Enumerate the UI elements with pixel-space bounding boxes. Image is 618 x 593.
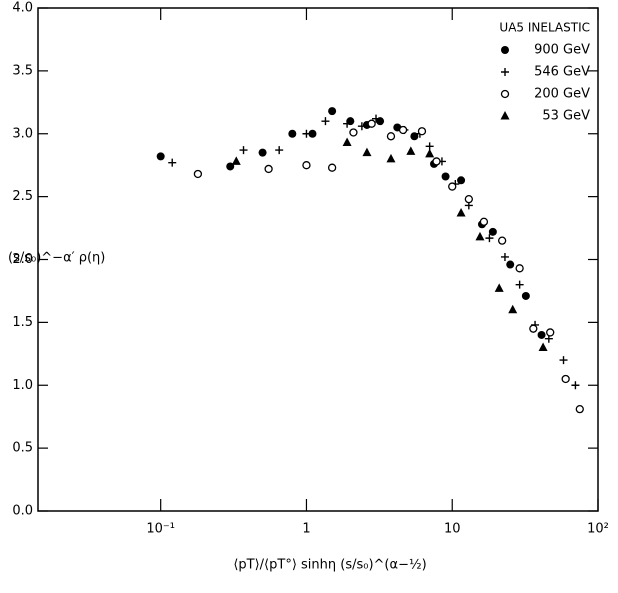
- y-tick-label: 2.0: [12, 252, 33, 267]
- marker: [425, 148, 435, 158]
- marker: [275, 146, 284, 155]
- x-tick-label: 10⁻¹: [146, 522, 175, 537]
- y-tick-label: 1.0: [12, 378, 33, 393]
- marker: [264, 164, 273, 174]
- marker: [575, 404, 584, 414]
- marker: [258, 148, 267, 157]
- marker: [168, 158, 177, 167]
- marker: [362, 147, 372, 157]
- x-axis-label: ⟨pT⟩/⟨pT°⟩ sinhη (s/s₀)^(α−½): [233, 558, 426, 573]
- marker: [321, 117, 330, 126]
- x-tick-label: 10: [444, 522, 461, 537]
- marker: [475, 231, 485, 241]
- legend-label: 900 GeV: [534, 43, 590, 58]
- marker: [193, 169, 203, 179]
- marker: [239, 146, 248, 155]
- legend-label: 200 GeV: [534, 87, 590, 102]
- marker: [398, 125, 408, 135]
- marker: [497, 236, 507, 245]
- marker: [156, 152, 165, 161]
- marker: [457, 176, 466, 185]
- y-axis-label: (s/s₀)^−α′ ρ(η): [8, 251, 105, 266]
- marker: [308, 129, 317, 138]
- marker: [327, 163, 337, 172]
- marker: [529, 324, 538, 333]
- marker: [500, 252, 509, 261]
- plot-frame: [37, 7, 599, 512]
- marker: [546, 328, 555, 337]
- marker: [417, 127, 427, 136]
- marker: [501, 68, 509, 76]
- marker: [342, 137, 352, 147]
- marker: [494, 283, 504, 292]
- legend-title: UA5 INELASTIC: [499, 21, 590, 35]
- x-tick-label: 10²: [587, 522, 609, 537]
- marker: [328, 107, 337, 116]
- marker: [406, 146, 416, 155]
- legend-label: 546 GeV: [534, 65, 590, 80]
- marker: [343, 119, 352, 128]
- y-tick-label: 3.5: [12, 63, 33, 78]
- legend-label: 53 GeV: [542, 109, 590, 124]
- marker: [501, 46, 509, 54]
- marker: [485, 234, 494, 243]
- marker: [508, 304, 518, 314]
- marker: [464, 194, 473, 204]
- marker: [571, 381, 580, 390]
- marker: [456, 207, 466, 217]
- marker: [386, 153, 396, 163]
- y-tick-label: 1.5: [12, 315, 33, 330]
- marker: [367, 119, 376, 128]
- y-tick-label: 0.0: [12, 504, 33, 519]
- marker: [386, 132, 396, 141]
- marker: [538, 342, 548, 352]
- marker: [479, 217, 489, 226]
- marker: [500, 111, 510, 120]
- marker: [231, 156, 241, 165]
- y-tick-label: 0.5: [12, 441, 33, 456]
- y-tick-label: 2.5: [12, 189, 33, 204]
- marker: [500, 89, 510, 99]
- marker: [515, 280, 524, 289]
- marker: [537, 330, 546, 339]
- marker: [357, 122, 366, 131]
- marker: [372, 114, 381, 123]
- marker: [448, 182, 457, 191]
- marker: [302, 161, 311, 170]
- marker: [506, 260, 515, 269]
- y-tick-label: 3.0: [12, 126, 33, 141]
- y-tick-label: 4.0: [12, 1, 33, 16]
- marker: [561, 374, 570, 384]
- marker: [515, 264, 524, 273]
- marker: [488, 227, 497, 236]
- marker: [521, 291, 530, 300]
- marker: [302, 129, 311, 138]
- marker: [441, 172, 450, 181]
- marker: [559, 356, 568, 365]
- marker: [288, 129, 297, 138]
- marker: [432, 157, 441, 166]
- marker: [349, 128, 358, 137]
- x-tick-label: 1: [302, 522, 310, 537]
